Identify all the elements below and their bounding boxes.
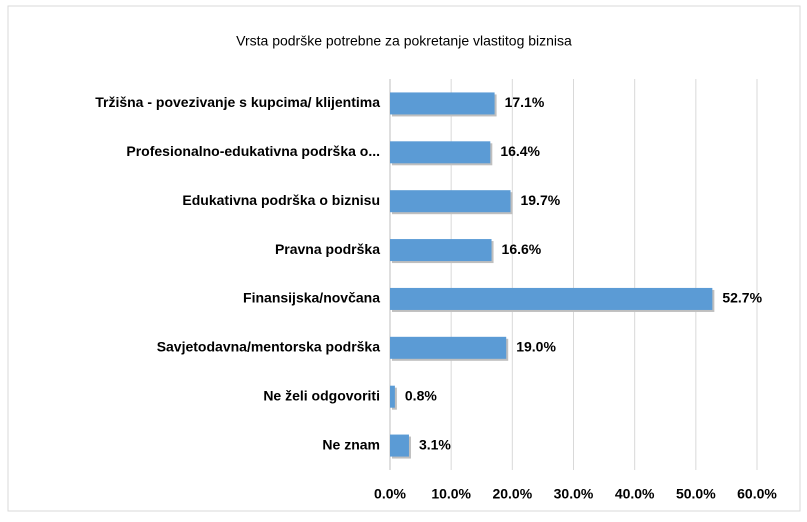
y-tick-label: Ne želi odgovoriti: [263, 387, 380, 403]
bar: [390, 141, 491, 164]
y-tick-label: Savjetodavna/mentorska podrška: [157, 339, 381, 355]
x-tick-label: 10.0%: [431, 486, 471, 502]
data-label: 17.1%: [505, 94, 545, 110]
y-tick-label: Ne znam: [322, 436, 380, 452]
bar: [390, 385, 395, 408]
y-tick-label: Tržišna - povezivanje s kupcima/ klijent…: [95, 94, 380, 110]
data-label: 3.1%: [419, 436, 451, 452]
bar: [390, 434, 409, 457]
bar: [390, 287, 713, 310]
y-tick-label: Pravna podrška: [275, 241, 380, 257]
bar: [390, 336, 507, 359]
data-label: 52.7%: [722, 290, 762, 306]
x-tick-label: 40.0%: [615, 486, 655, 502]
bar: [390, 92, 495, 115]
bar: [390, 239, 492, 262]
data-label: 19.7%: [520, 192, 560, 208]
y-tick-label: Profesionalno-edukativna podrška o...: [126, 143, 380, 159]
y-tick-label: Edukativna podrška o biznisu: [182, 192, 380, 208]
y-tick-label: Finansijska/novčana: [243, 290, 380, 306]
data-label: 16.4%: [500, 143, 540, 159]
data-label: 19.0%: [516, 339, 556, 355]
chart-title: Vrsta podrške potrebne za pokretanje vla…: [236, 33, 572, 49]
x-tick-label: 0.0%: [374, 486, 406, 502]
bar: [390, 190, 511, 213]
data-label: 16.6%: [502, 241, 542, 257]
data-label: 0.8%: [405, 387, 437, 403]
x-tick-label: 30.0%: [554, 486, 594, 502]
x-tick-label: 50.0%: [676, 486, 716, 502]
x-tick-label: 20.0%: [492, 486, 532, 502]
x-tick-label: 60.0%: [737, 486, 777, 502]
